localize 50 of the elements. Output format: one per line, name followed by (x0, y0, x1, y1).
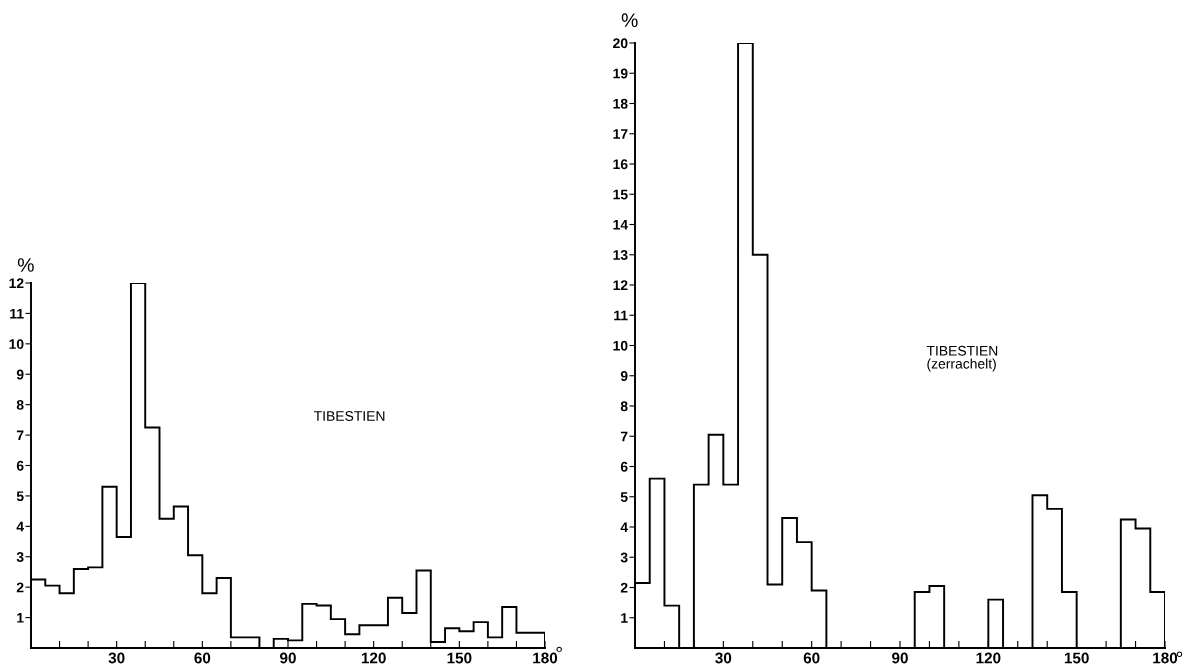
x-tick-label: 120 (361, 652, 386, 664)
x-tick-label: 60 (194, 652, 211, 664)
y-tick-label: 15 (613, 189, 628, 200)
y-tick-label: 8 (16, 400, 24, 410)
y-axis-title: % (17, 258, 34, 272)
y-tick-label: 14 (613, 219, 628, 230)
y-tick-label: 8 (620, 401, 628, 412)
x-tick-label: 60 (803, 652, 820, 664)
y-tick-label: 5 (620, 492, 628, 502)
annotation: TIBESTIEN (zerrachelt) (926, 345, 998, 372)
x-tick-label: 150 (447, 652, 472, 664)
x-axis-title: ° (1176, 651, 1183, 657)
x-tick-label: 30 (715, 652, 732, 664)
y-tick-label: 1 (17, 613, 24, 623)
x-tick-label: 150 (1064, 652, 1089, 664)
y-tick-label: 10 (9, 339, 24, 349)
annotation: TIBESTIEN (314, 411, 385, 421)
y-tick-label: 5 (16, 491, 24, 502)
y-tick-label: 16 (613, 159, 628, 170)
y-tick-label: 3 (16, 552, 24, 562)
y-tick-label: 6 (16, 460, 24, 471)
y-tick-label: 4 (620, 522, 628, 533)
y-tick-label: 19 (613, 68, 628, 79)
x-tick-label: 180 (1153, 652, 1178, 664)
x-tick-label: 180 (533, 652, 558, 664)
y-tick-label: 6 (620, 461, 628, 472)
x-tick-label: 90 (892, 652, 908, 664)
y-tick-label: 18 (613, 98, 628, 109)
y-tick-label: 10 (613, 340, 628, 351)
y-tick-label: 1 (621, 613, 628, 623)
y-tick-label: 11 (614, 310, 628, 321)
y-tick-label: 7 (16, 430, 24, 441)
y-tick-label: 3 (620, 552, 628, 563)
y-tick-label: 11 (10, 308, 24, 319)
y-tick-label: 12 (9, 278, 24, 289)
y-tick-label: 4 (16, 521, 24, 532)
y-tick-label: 20 (613, 38, 628, 49)
x-tick-label: 120 (976, 652, 1001, 664)
y-tick-label: 2 (620, 582, 628, 593)
y-tick-label: 9 (620, 371, 628, 381)
y-tick-label: 17 (613, 129, 628, 139)
y-tick-label: 7 (620, 431, 628, 442)
x-axis-title: ° (556, 646, 562, 653)
y-axis-title: % (621, 13, 638, 27)
y-tick-label: 13 (613, 250, 628, 260)
x-tick-label: 30 (108, 652, 125, 664)
y-tick-label: 9 (16, 369, 24, 380)
y-tick-label: 2 (16, 582, 24, 593)
x-tick-label: 90 (280, 652, 296, 664)
y-tick-label: 12 (613, 280, 628, 291)
